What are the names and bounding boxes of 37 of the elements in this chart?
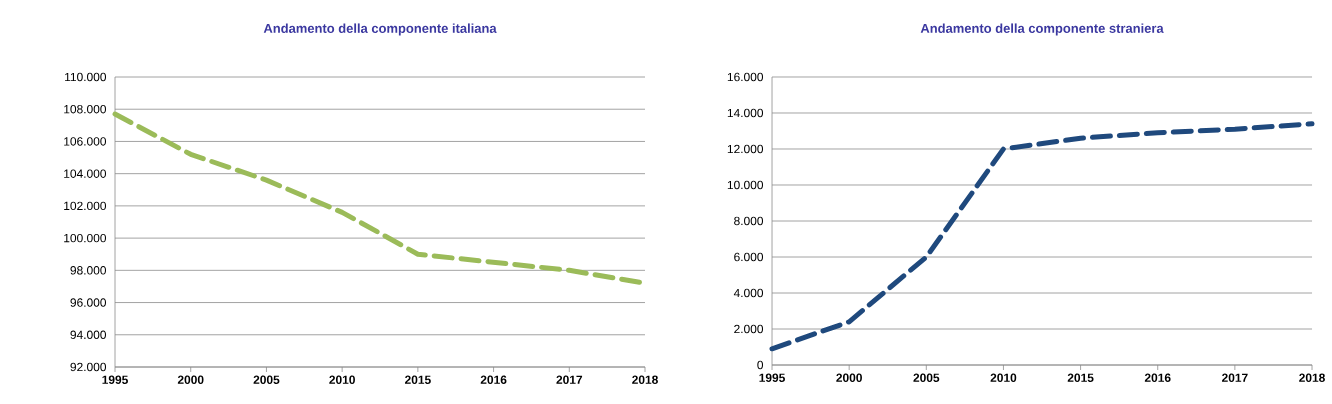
x-tick-label: 2017 xyxy=(1222,373,1248,382)
y-tick-label: 94.000 xyxy=(70,330,107,339)
y-tick-label: 2.000 xyxy=(734,324,764,334)
chart-title: Andamento della componente italiana xyxy=(263,23,497,36)
y-tick-label: 6.000 xyxy=(734,252,764,262)
x-tick-label: 2018 xyxy=(632,375,658,384)
y-tick-label: 0 xyxy=(757,360,764,370)
y-tick-label: 96.000 xyxy=(70,298,107,307)
y-tick-label: 98.000 xyxy=(70,266,107,275)
y-tick-label: 100.000 xyxy=(64,233,107,243)
y-tick-label: 92.000 xyxy=(70,362,107,372)
y-tick-label: 102.000 xyxy=(64,201,107,211)
y-tick-label: 10.000 xyxy=(727,180,764,190)
x-tick-label: 1995 xyxy=(102,375,128,384)
y-tick-label: 8.000 xyxy=(734,216,764,226)
y-tick-label: 12.000 xyxy=(727,144,764,154)
x-tick-label: 2005 xyxy=(253,375,280,384)
x-tick-label: 2016 xyxy=(1144,373,1171,382)
x-tick-label: 2000 xyxy=(177,375,204,384)
y-tick-label: 110.000 xyxy=(65,72,107,82)
y-tick-label: 4.000 xyxy=(733,288,764,298)
x-tick-label: 2018 xyxy=(1299,373,1325,382)
x-tick-label: 2017 xyxy=(556,375,583,384)
x-tick-label: 1995 xyxy=(759,373,785,382)
x-tick-label: 2015 xyxy=(404,375,431,384)
x-tick-label: 2015 xyxy=(1067,373,1094,382)
y-tick-label: 108.000 xyxy=(64,104,107,114)
x-tick-label: 2010 xyxy=(990,373,1017,382)
x-tick-label: 2010 xyxy=(329,375,355,384)
y-tick-label: 106.000 xyxy=(64,137,107,146)
y-tick-label: 104.000 xyxy=(64,169,107,178)
chart-title: Andamento della componente straniera xyxy=(920,23,1164,36)
x-tick-label: 2000 xyxy=(836,373,862,382)
x-tick-label: 2016 xyxy=(480,375,507,384)
y-tick-label: 14.000 xyxy=(727,108,764,118)
y-tick-label: 16.000 xyxy=(727,72,764,82)
x-tick-label: 2005 xyxy=(913,373,940,382)
